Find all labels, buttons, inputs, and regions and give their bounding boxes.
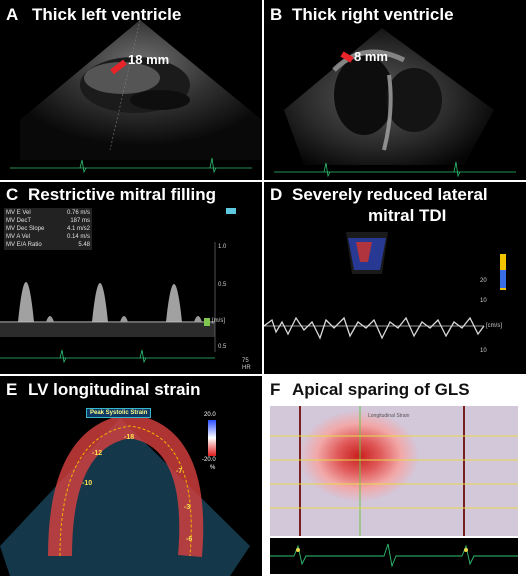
panel-f-apical-sparing-gls: F Apical sparing of GLS Longitudinal Str… bbox=[264, 376, 526, 576]
panel-d-lateral-mitral-tdi: D Severely reduced lateral mitral TDI 20… bbox=[264, 182, 526, 374]
panel-f-inner-title: Longitudinal Strain bbox=[368, 413, 410, 419]
velocity-unit-label: [m/s] bbox=[212, 318, 225, 324]
panel-a-title: Thick left ventricle bbox=[32, 5, 182, 24]
panel-b-measurement: 8 mm bbox=[354, 49, 388, 64]
measurement-label: MV E Vel bbox=[6, 210, 31, 216]
panel-e-letter: E bbox=[6, 380, 18, 399]
velocity-scale-label: 0.5 bbox=[218, 282, 227, 288]
measurement-label: MV A Vel bbox=[6, 234, 31, 240]
measurement-value: 5.48 bbox=[78, 242, 90, 248]
segment-strain-value: -3 bbox=[184, 504, 191, 511]
panel-b-letter: B bbox=[270, 5, 283, 24]
velocity-scale-label: 1.0 bbox=[218, 244, 227, 250]
panel-a-measurement: 18 mm bbox=[128, 52, 170, 67]
heart-rate-unit: HR bbox=[242, 365, 251, 371]
panel-a-ultrasound-image bbox=[0, 0, 262, 180]
peak-systolic-strain-banner: Peak Systolic Strain bbox=[86, 408, 152, 418]
strain-scale-unit: % bbox=[210, 465, 216, 471]
panel-c-measurement-table: MV E Vel 0.76 m/s MV DecT 187 ms MV Dec Sl… bbox=[4, 208, 92, 250]
measurement-row: MV Dec Slope 4.1 m/s2 bbox=[6, 225, 90, 233]
measurement-label: MV Dec Slope bbox=[6, 226, 45, 232]
measurement-value: 0.14 m/s bbox=[66, 234, 90, 240]
panel-f-strain-map bbox=[264, 376, 526, 576]
measurement-value: 0.76 m/s bbox=[66, 210, 90, 216]
panel-f-letter: F bbox=[270, 380, 281, 399]
panel-b-title: Thick right ventricle bbox=[292, 5, 454, 24]
panel-f-title: Apical sparing of GLS bbox=[292, 380, 470, 399]
panel-d-scale-label: 20 bbox=[480, 278, 487, 284]
panel-e-lv-longitudinal-strain: E LV longitudinal strain Peak Systolic S… bbox=[0, 376, 262, 576]
panel-a-letter: A bbox=[6, 5, 19, 24]
measurement-value: 187 ms bbox=[70, 218, 90, 224]
measurement-label: MV E/A Ratio bbox=[6, 242, 42, 248]
panel-d-letter: D bbox=[270, 185, 283, 204]
panel-e-strain-image bbox=[0, 376, 262, 576]
measurement-label: MV DecT bbox=[6, 218, 32, 224]
panel-c-letter: C bbox=[6, 185, 19, 204]
segment-strain-value: -10 bbox=[82, 480, 93, 487]
measurement-row: MV A Vel 0.14 m/s bbox=[6, 233, 90, 241]
panel-a-thick-left-ventricle: A Thick left ventricle 18 mm bbox=[0, 0, 262, 180]
panel-e-title: LV longitudinal strain bbox=[28, 380, 201, 399]
panel-d-scale-label: 10 bbox=[480, 348, 487, 354]
panel-d-scale-label: 10 bbox=[480, 298, 487, 304]
panel-c-title: Restrictive mitral filling bbox=[28, 185, 216, 204]
velocity-scale-label: 0.5 bbox=[218, 344, 227, 350]
segment-strain-value: -7 bbox=[176, 468, 183, 475]
measurement-row: MV DecT 187 ms bbox=[6, 217, 90, 225]
panel-c-restrictive-mitral-filling: C Restrictive mitral filling MV E Vel 0.7… bbox=[0, 182, 262, 374]
heart-rate-value: 75 bbox=[242, 358, 249, 364]
measurement-row: MV E Vel 0.76 m/s bbox=[6, 209, 90, 217]
panel-d-tdi-trace bbox=[264, 182, 526, 374]
segment-strain-value: -18 bbox=[124, 434, 135, 441]
strain-scale-top: 20.0 bbox=[204, 412, 216, 418]
panel-d-unit-label: [cm/s] bbox=[486, 323, 502, 329]
panel-d-title-line1: Severely reduced lateral bbox=[292, 185, 488, 204]
strain-scale-bottom: -20.0 bbox=[202, 457, 216, 463]
measurement-row: MV E/A Ratio 5.48 bbox=[6, 241, 90, 249]
panel-b-thick-right-ventricle: B Thick right ventricle 8 mm bbox=[264, 0, 526, 180]
segment-strain-value: -12 bbox=[92, 450, 103, 457]
panel-b-ultrasound-image bbox=[264, 0, 526, 180]
panel-d-title-line2: mitral TDI bbox=[368, 206, 447, 225]
measurement-value: 4.1 m/s2 bbox=[66, 226, 90, 232]
segment-strain-value: -6 bbox=[186, 536, 193, 543]
